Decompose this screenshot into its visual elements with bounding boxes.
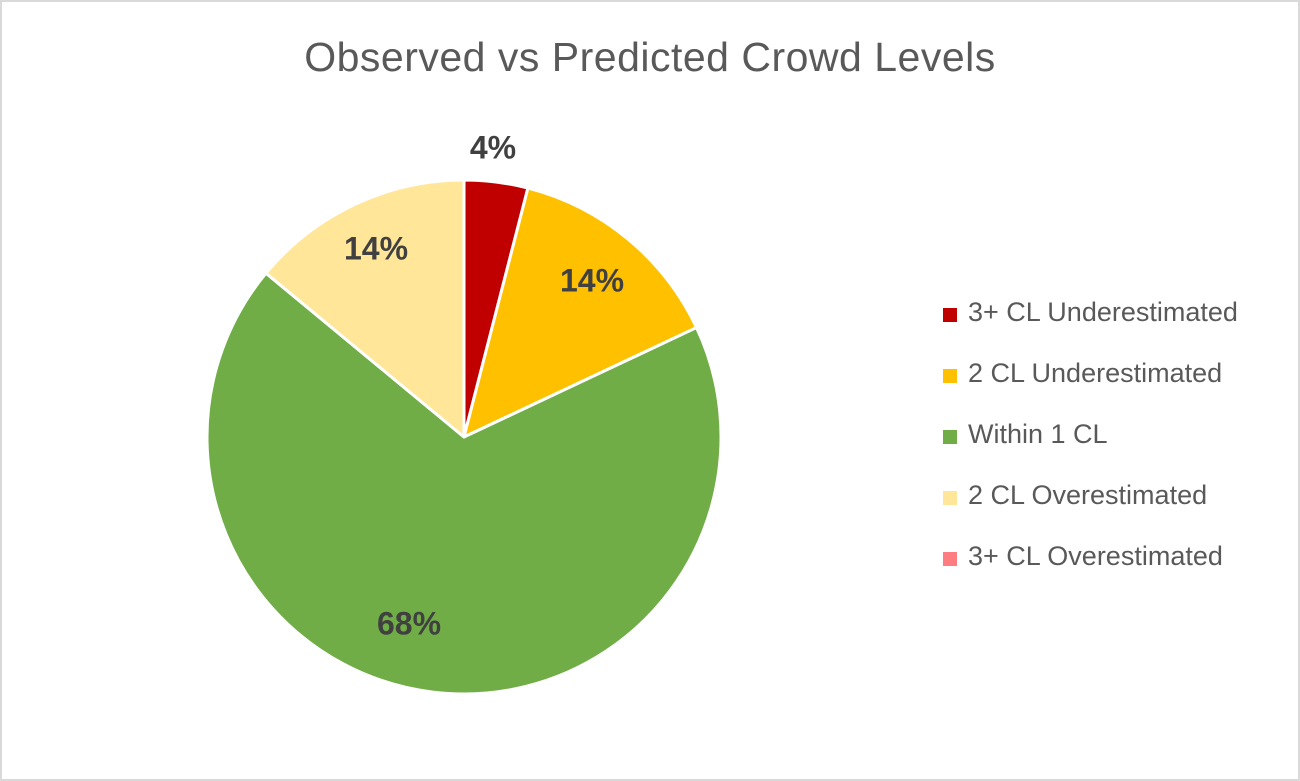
- legend-label: 3+ CL Overestimated: [968, 541, 1223, 571]
- data-label-3: 68%: [377, 605, 441, 641]
- legend-swatch: [943, 308, 957, 322]
- data-label-1: 4%: [470, 129, 516, 165]
- data-label-2: 14%: [560, 262, 624, 298]
- legend-label: Within 1 CL: [968, 419, 1108, 449]
- pie-slice-2: [462, 186, 699, 439]
- legend-label: 3+ CL Underestimated: [968, 297, 1238, 327]
- pie-slice-3: [205, 271, 723, 696]
- legend-swatch: [943, 369, 957, 383]
- legend-swatch: [943, 430, 957, 444]
- legend-swatch: [943, 552, 957, 566]
- legend-swatch: [943, 491, 957, 505]
- data-label-4: 14%: [344, 230, 408, 266]
- pie-slice-4: [264, 178, 466, 439]
- legend-label: 2 CL Overestimated: [968, 480, 1208, 510]
- legend-label: 2 CL Underestimated: [968, 358, 1223, 388]
- chart-title: Observed vs Predicted Crowd Levels: [304, 34, 996, 80]
